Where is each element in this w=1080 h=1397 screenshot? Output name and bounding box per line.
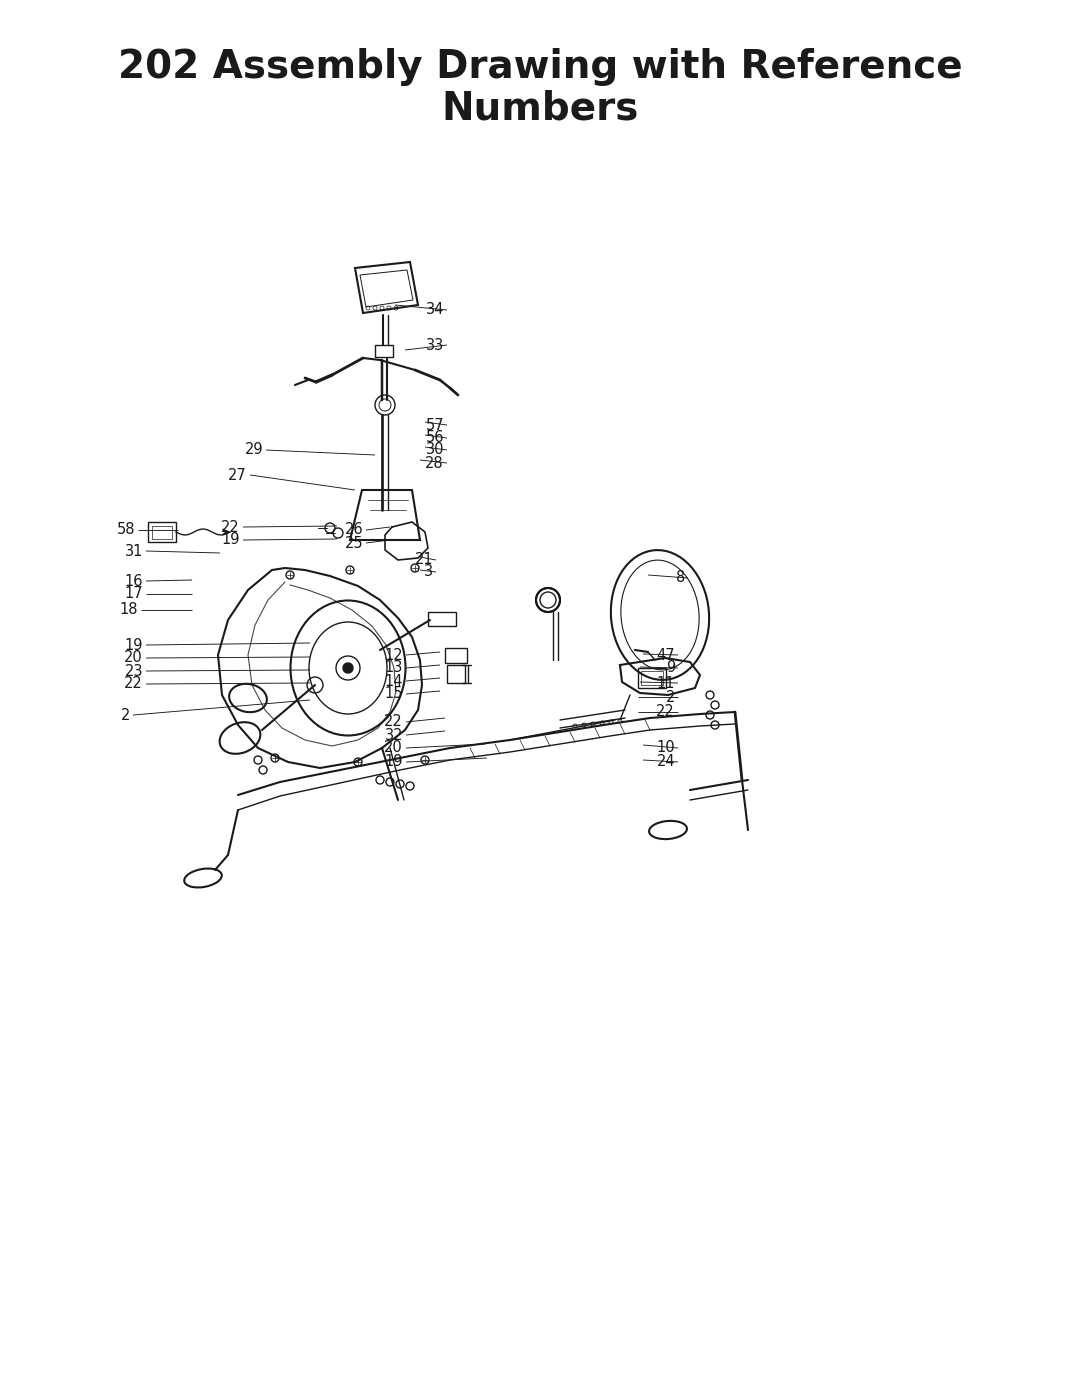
Text: 20: 20 xyxy=(384,740,403,756)
Text: 31: 31 xyxy=(124,543,143,559)
Bar xyxy=(375,345,393,358)
Bar xyxy=(148,522,176,542)
Text: 9: 9 xyxy=(665,661,675,676)
Text: 202 Assembly Drawing with Reference: 202 Assembly Drawing with Reference xyxy=(118,47,962,87)
Text: 57: 57 xyxy=(426,418,444,433)
Text: 13: 13 xyxy=(384,661,403,676)
Text: 29: 29 xyxy=(244,443,264,457)
Text: 12: 12 xyxy=(384,647,403,662)
Text: 23: 23 xyxy=(124,664,143,679)
Text: 25: 25 xyxy=(345,535,363,550)
Text: 2: 2 xyxy=(121,707,130,722)
Text: 15: 15 xyxy=(384,686,403,701)
Text: 19: 19 xyxy=(221,532,240,548)
Text: 30: 30 xyxy=(426,443,444,457)
Text: 22: 22 xyxy=(221,520,240,535)
Text: 14: 14 xyxy=(384,673,403,689)
Text: 11: 11 xyxy=(657,676,675,690)
Text: Numbers: Numbers xyxy=(442,89,638,129)
Bar xyxy=(445,648,467,664)
Text: 32: 32 xyxy=(384,728,403,742)
Text: 19: 19 xyxy=(384,754,403,770)
Text: 19: 19 xyxy=(124,637,143,652)
Text: 10: 10 xyxy=(657,740,675,756)
Text: 22: 22 xyxy=(657,704,675,719)
Text: 26: 26 xyxy=(345,522,363,538)
Text: 8: 8 xyxy=(676,570,685,585)
Text: 3: 3 xyxy=(423,564,433,580)
Bar xyxy=(152,527,172,539)
Bar xyxy=(638,668,666,687)
Bar xyxy=(428,612,456,626)
Text: 22: 22 xyxy=(384,714,403,729)
Text: 2: 2 xyxy=(665,690,675,704)
Text: 34: 34 xyxy=(426,303,444,317)
Text: 47: 47 xyxy=(657,647,675,662)
Text: 33: 33 xyxy=(426,338,444,352)
Text: 18: 18 xyxy=(120,602,138,617)
Circle shape xyxy=(343,664,353,673)
Text: 27: 27 xyxy=(228,468,247,482)
Text: 58: 58 xyxy=(117,522,135,538)
Text: 17: 17 xyxy=(124,587,143,602)
Bar xyxy=(642,671,663,685)
Text: 16: 16 xyxy=(124,574,143,588)
Text: 22: 22 xyxy=(124,676,143,692)
Text: 28: 28 xyxy=(426,455,444,471)
Text: 20: 20 xyxy=(124,651,143,665)
Bar xyxy=(447,665,465,683)
Text: 56: 56 xyxy=(426,430,444,446)
Text: 24: 24 xyxy=(657,754,675,770)
Text: 21: 21 xyxy=(415,552,433,567)
